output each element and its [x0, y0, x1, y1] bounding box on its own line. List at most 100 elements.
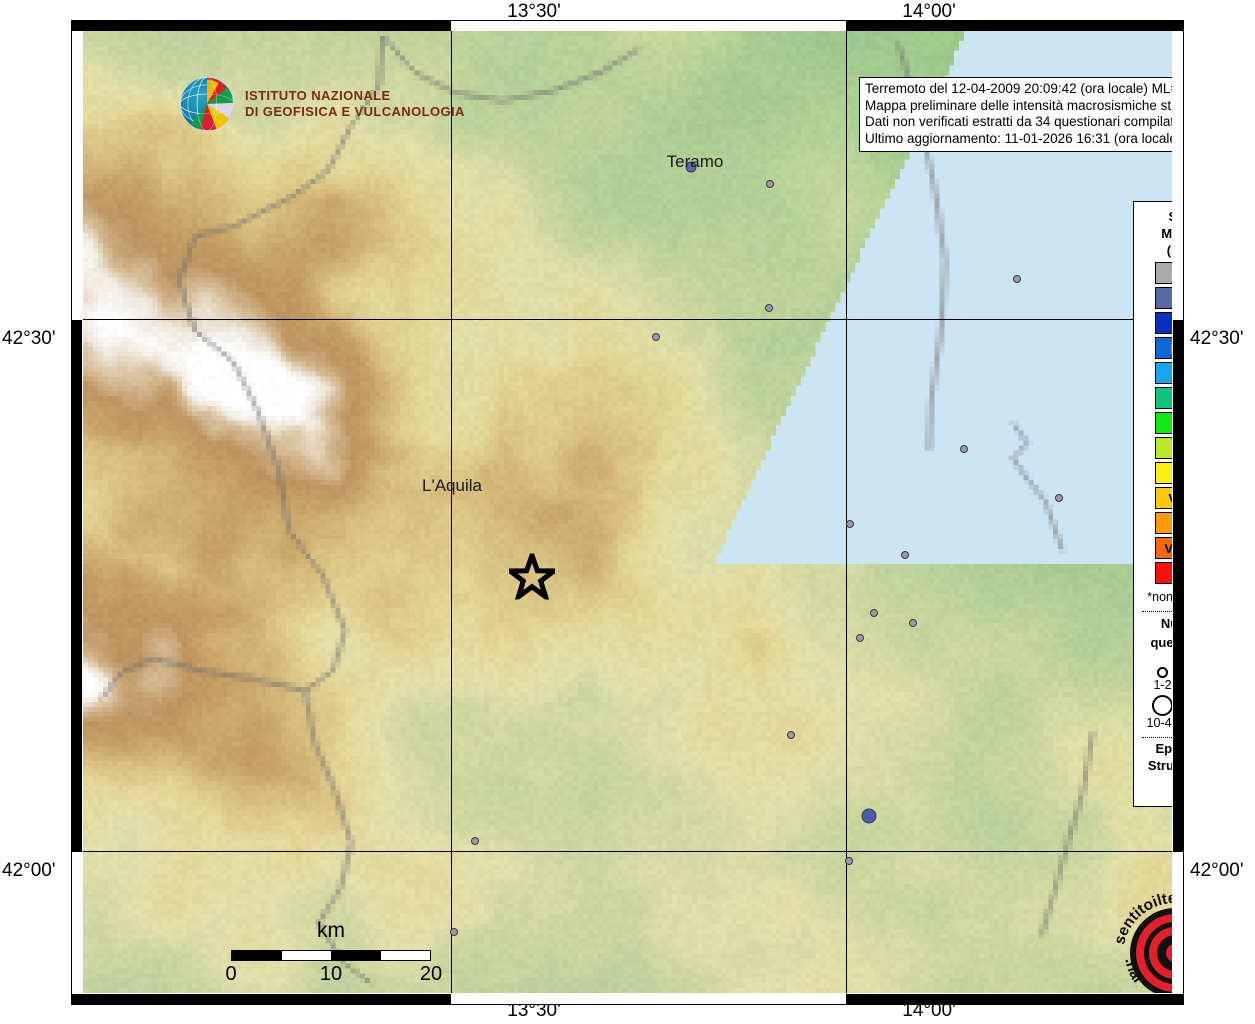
- graticule-line-vertical: [846, 31, 847, 993]
- intensity-point[interactable]: [960, 445, 968, 453]
- intensity-point[interactable]: [1055, 494, 1063, 502]
- legend-title-line: Scala: [1161, 208, 1173, 225]
- graticule-line-vertical: [451, 31, 452, 993]
- questionnaire-title-line: Numero: [1160, 616, 1172, 631]
- mercalli-swatch: III-IV: [1154, 337, 1172, 359]
- event-info-line: Ultimo aggiornamento: 11-01-2026 16:31 (…: [865, 130, 1172, 146]
- epicenter-legend-title: Epicentro Strumentale: [1148, 740, 1172, 774]
- legend-title-line: (MCS): [1166, 243, 1172, 258]
- intensity-point[interactable]: [856, 634, 864, 642]
- scale-bar-segment: [232, 951, 282, 960]
- star-icon: [502, 547, 562, 604]
- axis-tick-label: 42°30': [1190, 328, 1244, 349]
- intensity-point[interactable]: [787, 731, 795, 739]
- frame-tick: [846, 994, 1183, 1004]
- intensity-point[interactable]: [845, 857, 853, 865]
- axis-tick-label: 42°00': [2, 860, 56, 881]
- intensity-point[interactable]: [909, 619, 917, 627]
- questionnaire-circle: [1157, 667, 1168, 678]
- scale-bar-segments: [231, 950, 431, 961]
- axis-tick-label: 13°30': [507, 1000, 561, 1021]
- questionnaire-symbol: [1143, 654, 1173, 678]
- scale-bar: km 0 10 20: [225, 919, 442, 985]
- mercalli-swatch: n.a.*: [1154, 262, 1172, 284]
- scale-bar-segment: [281, 951, 331, 960]
- axis-tick-label: 42°00': [1190, 860, 1244, 881]
- mercalli-swatch: VI: [1154, 462, 1172, 484]
- map-canvas[interactable]: Teramo L'Aquila: [83, 31, 1172, 993]
- ingv-logo-text: ISTITUTO NAZIONALE DI GEOFISICA E VULCAN…: [245, 88, 465, 120]
- legend-divider-2: [1141, 737, 1172, 738]
- questionnaire-symbols: 1-23-9 10-49≥50: [1140, 654, 1173, 730]
- city-marker[interactable]: [685, 161, 697, 173]
- scale-bar-ticks: 0 10 20: [225, 961, 442, 985]
- mercalli-swatch: III: [1154, 312, 1172, 334]
- intensity-point[interactable]: [766, 180, 774, 188]
- frame-tick: [72, 320, 82, 852]
- legend-title: ScalaMercalli (MCS): [1161, 208, 1172, 259]
- intensity-point[interactable]: [870, 609, 878, 617]
- mercalli-swatch: VI-VII: [1154, 487, 1172, 509]
- legend-footnote: *non avvertito: [1147, 590, 1172, 604]
- globe-icon: [179, 76, 235, 132]
- legend-divider-1: [1141, 611, 1172, 612]
- scale-bar-tick-label: 0: [225, 963, 237, 985]
- questionnaire-title-line: questionari: [1150, 635, 1172, 650]
- event-info-box: Terremoto del 12-04-2009 20:09:42 (ora l…: [859, 77, 1172, 152]
- frame-tick: [1173, 320, 1183, 852]
- frame-tick: [72, 21, 451, 31]
- event-info-line: Dati non verificati estratti da 34 quest…: [865, 114, 1172, 129]
- intensity-point[interactable]: [765, 304, 773, 312]
- mercalli-swatch: V: [1154, 412, 1172, 434]
- mercalli-swatch: V-VI: [1154, 437, 1172, 459]
- questionnaire-size-label: 1-2: [1153, 678, 1172, 692]
- questionnaire-symbol: [1143, 692, 1172, 716]
- ingv-line-1: ISTITUTO NAZIONALE: [245, 88, 391, 103]
- intensity-point[interactable]: [846, 520, 854, 528]
- scale-bar-tick-label: 20: [419, 963, 443, 985]
- frame-tick: [72, 994, 451, 1004]
- haisentitoilterremoto-logo[interactable]: ? sentitoilterremoto .it .hai www: [1105, 883, 1172, 993]
- event-info-line: Mappa preliminare delle intensità macros…: [865, 97, 1172, 113]
- questionnaire-label-row: 10-49≥50: [1140, 716, 1173, 730]
- ingv-logo: ISTITUTO NAZIONALE DI GEOFISICA E VULCAN…: [178, 75, 465, 133]
- event-info-line: Terremoto del 12-04-2009 20:09:42 (ora l…: [865, 81, 1172, 96]
- intensity-point[interactable]: [471, 837, 479, 845]
- scale-bar-tick-label: 10: [319, 963, 343, 985]
- questionnaire-circle: [1152, 695, 1172, 716]
- questionnaire-size-label: 10-49: [1146, 716, 1173, 730]
- graticule-line-horizontal: [83, 851, 1172, 852]
- intensity-point[interactable]: [1013, 275, 1021, 283]
- epicenter-star: [502, 547, 562, 605]
- graticule-line-horizontal: [83, 319, 1172, 320]
- city-label: Teramo: [666, 152, 724, 171]
- frame-tick: [846, 21, 1183, 31]
- intensity-point[interactable]: [450, 928, 458, 936]
- questionnaire-symbol-row: [1140, 654, 1173, 678]
- mercalli-swatch: II: [1154, 287, 1172, 309]
- epicenter-title-line: Epicentro: [1155, 741, 1173, 756]
- mercalli-swatch: IV: [1154, 362, 1172, 384]
- intensity-point[interactable]: [652, 333, 660, 341]
- mercalli-swatch: VII: [1154, 512, 1172, 534]
- axis-tick-label: 42°30': [2, 328, 56, 349]
- questionnaire-symbol-row: [1140, 692, 1172, 716]
- ingv-line-2: DI GEOFISICA E VULCANOLOGIA: [245, 104, 465, 119]
- questionnaire-title: Numero questionari: [1150, 614, 1172, 652]
- axis-tick-label: 13°30': [507, 1, 561, 22]
- mercalli-swatch: VII-VIII: [1154, 537, 1172, 559]
- epicenter-title-line: Strumentale: [1147, 758, 1172, 773]
- legend-panel: ScalaMercalli(MCS) n.a.*IIIIIIII-IVIVIV-…: [1133, 201, 1172, 807]
- mercalli-swatch: VIII: [1154, 562, 1172, 584]
- questionnaire-label-row: 1-23-9: [1140, 678, 1173, 692]
- mercalli-swatch: IV-V: [1154, 387, 1172, 409]
- scale-bar-unit: km: [317, 919, 345, 942]
- intensity-point[interactable]: [861, 808, 877, 824]
- legend-title-line: Mercalli: [1161, 226, 1172, 241]
- terrain-raster: [83, 31, 1172, 993]
- scale-bar-segment: [380, 951, 430, 960]
- intensity-point[interactable]: [901, 551, 909, 559]
- target-icon: ? sentitoilterremoto .it .hai www: [1111, 890, 1172, 993]
- axis-tick-label: 14°00': [902, 1, 956, 22]
- city-label: L'Aquila: [422, 476, 482, 495]
